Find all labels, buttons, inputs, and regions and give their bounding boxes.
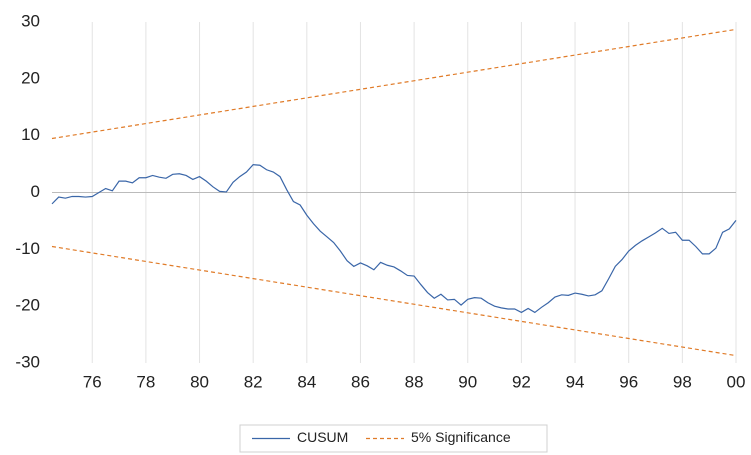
significance-line — [51, 28, 737, 140]
x-tick-label: 92 — [512, 372, 531, 391]
significance-line — [51, 245, 737, 357]
x-tick-label: 94 — [566, 372, 585, 391]
y-tick-label: -30 — [15, 352, 40, 371]
y-tick-label: 0 — [31, 182, 40, 201]
legend-label: 5% Significance — [411, 429, 511, 445]
x-tick-label: 88 — [405, 372, 424, 391]
x-tick-label: 84 — [297, 372, 316, 391]
y-tick-label: 30 — [21, 11, 40, 30]
x-tick-label: 96 — [619, 372, 638, 391]
y-tick-label: 20 — [21, 68, 40, 87]
x-tick-label: 78 — [136, 372, 155, 391]
legend-label: CUSUM — [297, 429, 348, 445]
x-tick-label: 98 — [673, 372, 692, 391]
cusum-line — [51, 164, 737, 314]
y-tick-label: -20 — [15, 296, 40, 315]
y-tick-label: -10 — [15, 239, 40, 258]
x-tick-label: 86 — [351, 372, 370, 391]
x-tick-label: 76 — [83, 372, 102, 391]
x-tick-label: 00 — [727, 372, 746, 391]
y-tick-label: 10 — [21, 125, 40, 144]
legend-box — [239, 424, 548, 453]
x-tick-label: 90 — [458, 372, 477, 391]
x-tick-label: 80 — [190, 372, 209, 391]
x-tick-label: 82 — [244, 372, 263, 391]
